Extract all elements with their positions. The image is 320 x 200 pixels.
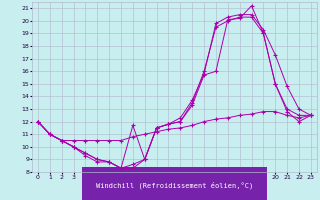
X-axis label: Windchill (Refroidissement éolien,°C): Windchill (Refroidissement éolien,°C) (96, 181, 253, 189)
